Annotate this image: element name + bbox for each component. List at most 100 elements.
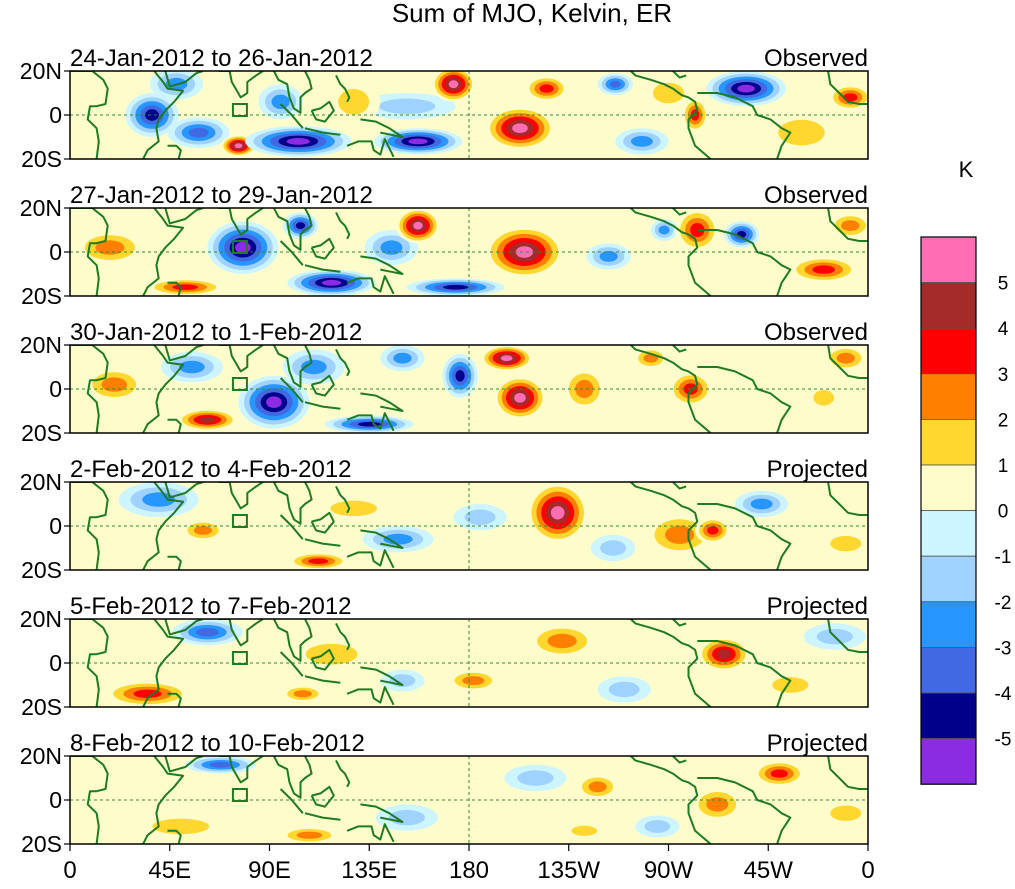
- anomaly-blob-2-level-3: [179, 360, 205, 374]
- colorbar-swatch: [920, 692, 977, 739]
- colorbar-swatch: [920, 236, 977, 283]
- coastline-9: [304, 264, 341, 273]
- anomaly-blob-6-level-3: [588, 781, 607, 793]
- x-tick-label: 90E: [248, 857, 291, 884]
- coastline-8: [310, 100, 335, 123]
- coastline-17: [827, 208, 868, 242]
- coastline-17: [827, 345, 868, 379]
- anomaly-blob-1-level-3: [101, 377, 128, 392]
- anomaly-blob-3-level-3: [296, 831, 323, 839]
- coastline-8: [310, 648, 335, 671]
- y-tick-label: 20N: [20, 606, 62, 632]
- coastline-17: [827, 619, 868, 653]
- coastline-1: [70, 756, 109, 844]
- coastline-6: [273, 756, 313, 799]
- coastline-2: [142, 208, 185, 296]
- coastline-10: [335, 485, 351, 514]
- anomaly-blob-15-level-3: [836, 352, 855, 364]
- colorbar-swatch: [920, 555, 977, 603]
- reference-box: [231, 651, 248, 665]
- y-tick-label: 0: [49, 650, 62, 676]
- coastline-14: [630, 482, 712, 570]
- coastline-16: [697, 92, 792, 159]
- anomaly-blob-4-level-5: [295, 222, 306, 230]
- coastline-12: [346, 138, 395, 158]
- coastline-5: [218, 756, 264, 784]
- anomaly-blob-11-level-3: [750, 498, 773, 510]
- panel-date-range: 8-Feb-2012 to 10-Feb-2012: [70, 730, 365, 757]
- coastline-16: [697, 366, 792, 433]
- anomaly-blob-2-level-3: [193, 525, 213, 535]
- anomaly-blob-8-level-2: [608, 681, 640, 698]
- panel-2-field: [70, 208, 868, 296]
- anomaly-blob-3-level-4: [308, 558, 329, 564]
- coastline-3: [164, 71, 204, 88]
- anomaly-blob-18-level-2: [778, 119, 825, 146]
- panel-1: 24-Jan-2012 to 26-Jan-2012 Observed 20N 0 20…: [20, 45, 869, 172]
- coastline-2: [142, 345, 185, 433]
- coastline-1: [70, 345, 109, 433]
- y-tick-label: 20S: [21, 694, 62, 720]
- coastline-9: [304, 538, 341, 547]
- coastline-10: [335, 211, 351, 240]
- anomaly-blob-10-level-4: [707, 526, 719, 535]
- anomaly-blob-1-level-3: [142, 492, 176, 507]
- panel-4: 2-Feb-2012 to 4-Feb-2012 Projected 20N 0 20S: [20, 456, 869, 583]
- anomaly-blob-8-level-2: [378, 98, 436, 114]
- coastline-10: [335, 74, 351, 103]
- x-tick-label: 135E: [341, 857, 397, 884]
- colorbar-label: -2: [995, 593, 1012, 614]
- coastline-14: [630, 345, 712, 433]
- coastline-11: [360, 392, 404, 412]
- coastline-8: [310, 237, 335, 260]
- panel-5: 5-Feb-2012 to 7-Feb-2012 Projected 20N 0 20S: [20, 593, 869, 720]
- anomaly-blob-1-level-5: [145, 109, 159, 121]
- panel-6: 8-Feb-2012 to 10-Feb-2012 Projected 20N 0 20…: [20, 730, 869, 857]
- anomaly-blob-8-level-2: [600, 540, 626, 556]
- coastline-6: [273, 208, 313, 251]
- coastline-15: [672, 482, 687, 490]
- panel-status: Observed: [764, 319, 868, 346]
- colorbar-swatch: [920, 327, 977, 375]
- coastline-10: [335, 759, 351, 788]
- anomaly-blob-1-level-2: [152, 818, 210, 835]
- x-tick-label: 180: [449, 857, 489, 884]
- y-tick-label: 20S: [21, 557, 62, 583]
- y-tick-label: 0: [49, 513, 62, 539]
- coastline-5: [218, 71, 264, 99]
- coastline-9: [304, 401, 341, 410]
- colorbar-swatch: [920, 464, 977, 511]
- coastline-15: [672, 619, 687, 627]
- coastline-7: [279, 377, 304, 403]
- anomaly-blob-11-level-2: [830, 805, 862, 821]
- anomaly-blob-5-level-6: [321, 279, 342, 286]
- panel-status: Observed: [764, 182, 868, 209]
- colorbar-swatch: [920, 373, 977, 420]
- anomaly-blob-14-level-2: [653, 82, 684, 104]
- coastline-11: [360, 666, 404, 686]
- colorbar-swatch: [920, 418, 977, 466]
- reference-box: [231, 377, 248, 391]
- colorbar-label: 0: [998, 502, 1009, 523]
- coastline-12: [346, 275, 395, 295]
- coastline-12: [346, 823, 395, 843]
- coastline-5: [218, 208, 264, 236]
- y-tick-label: 0: [49, 102, 62, 128]
- coastline-11: [360, 529, 404, 549]
- coastline-15: [672, 208, 687, 216]
- colorbar-swatch: [920, 601, 977, 648]
- coastline-3: [164, 208, 204, 225]
- y-tick-label: 20N: [20, 743, 62, 769]
- anomaly-blob-3-level-5: [199, 416, 216, 423]
- coastline-3: [164, 619, 204, 636]
- coastline-16: [697, 229, 792, 296]
- coastline-2: [142, 756, 185, 844]
- coastline-5: [218, 482, 264, 510]
- coastline-4: [167, 555, 182, 570]
- coastline-3: [164, 345, 204, 362]
- coastline-1: [70, 71, 109, 159]
- coastline-5: [218, 619, 264, 647]
- anomaly-blob-4-level-2: [330, 500, 378, 517]
- anomaly-blob-2-level-4: [196, 628, 219, 637]
- anomaly-blob-8-level-5: [455, 370, 465, 382]
